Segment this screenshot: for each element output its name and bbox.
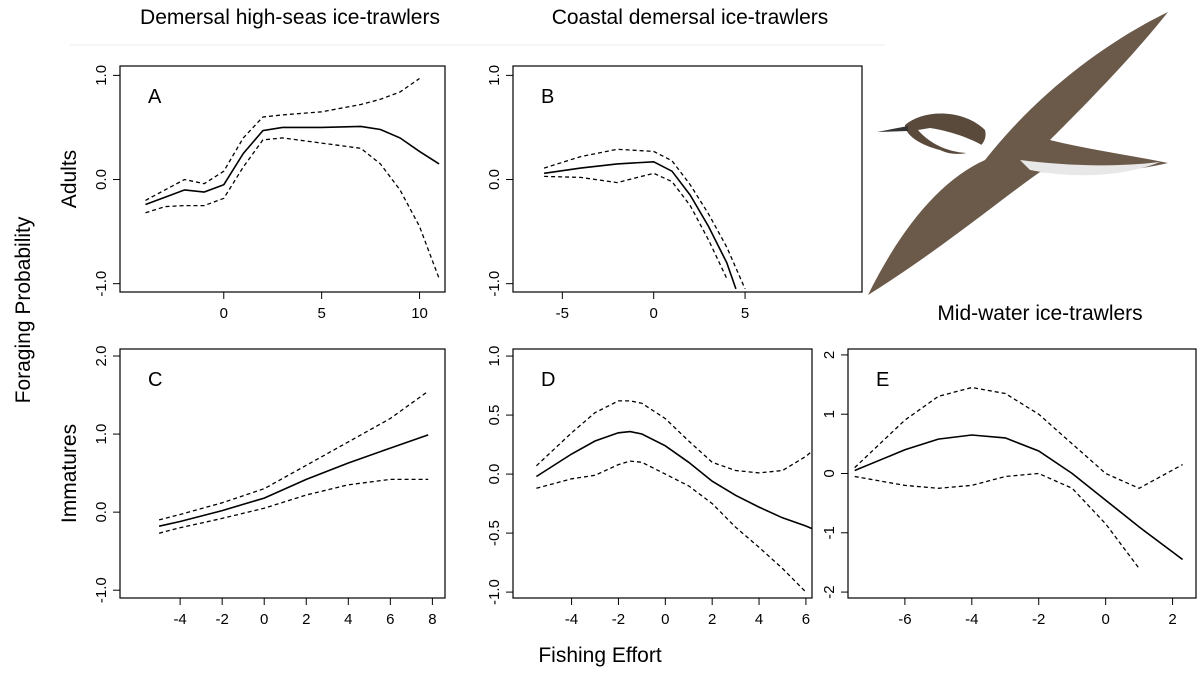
plot-lines (855, 388, 1183, 569)
panel: D -4 -2 0 2 4 6 -1.0 -0.5 0.0 0.5 1.0 (486, 346, 822, 628)
x-tick-label: -2 (215, 611, 228, 628)
x-tick-label: -4 (965, 611, 978, 628)
x-tick-label: 4 (344, 611, 352, 628)
fit-line (146, 126, 440, 204)
x-tick-label: 2 (708, 611, 716, 628)
panel-title: Mid-water ice-trawlers (937, 302, 1142, 325)
y-axis-label: Foraging Probability (12, 216, 35, 403)
fit-line (536, 432, 822, 533)
confidence-line (544, 173, 727, 278)
plot-frame (513, 349, 812, 598)
confidence-line (855, 474, 1139, 569)
confidence-line (544, 149, 745, 289)
x-tick-label: -6 (898, 611, 911, 628)
y-tick-label: -1.0 (93, 271, 110, 297)
x-tick-label: -4 (173, 611, 186, 628)
x-tick-label: -4 (565, 611, 578, 628)
plot-lines (146, 79, 440, 279)
y-tick-label: -2 (821, 585, 838, 598)
panel-label: B (541, 86, 554, 108)
x-tick-label: 4 (755, 611, 763, 628)
panel-label: A (148, 86, 162, 108)
confidence-line (536, 401, 822, 473)
y-tick-label: -1.0 (486, 271, 503, 297)
plot-frame (120, 66, 445, 292)
y-tick-label: 2 (821, 351, 838, 359)
panel-label: E (876, 369, 889, 391)
x-tick-label: 0 (260, 611, 268, 628)
panel: A Demersal high-seas ice-trawlers Adults 0 5… (58, 6, 445, 322)
fit-line (544, 162, 736, 289)
x-tick-label: 8 (428, 611, 436, 628)
y-tick-label: 1 (821, 410, 838, 418)
x-axis-label: Fishing Effort (538, 644, 661, 667)
y-tick-label: 0.0 (486, 169, 503, 190)
x-tick-label: -2 (1032, 611, 1045, 628)
x-tick-label: 6 (802, 611, 810, 628)
confidence-line (146, 138, 440, 279)
panel: E Mid-water ice-trawlers -6 -4 -2 0 2 -2 -1 0 1 2 (821, 302, 1196, 628)
x-tick-label: 6 (386, 611, 394, 628)
panel-title: Demersal high-seas ice-trawlers (140, 6, 440, 29)
y-tick-label: 0.0 (93, 502, 110, 523)
panel: B Coastal demersal ice-trawlers -5 0 5 -1.0 0.… (486, 6, 862, 322)
x-tick-label: 0 (1101, 611, 1109, 628)
x-tick-label: 5 (317, 305, 325, 322)
x-tick-label: 10 (411, 305, 428, 322)
x-tick-label: 0 (661, 611, 669, 628)
plot-lines (159, 391, 428, 533)
fit-line (855, 435, 1183, 560)
confidence-line (159, 479, 428, 533)
y-tick-label: -0.5 (486, 520, 503, 546)
x-tick-label: -2 (612, 611, 625, 628)
confidence-line (159, 391, 428, 520)
x-tick-label: 0 (220, 305, 228, 322)
x-tick-label: -5 (556, 305, 569, 322)
row-label: Immatures (58, 424, 81, 523)
y-tick-label: 0.0 (486, 464, 503, 485)
y-tick-label: 0.5 (486, 405, 503, 426)
y-tick-label: -1 (821, 526, 838, 539)
y-tick-label: -1.0 (93, 577, 110, 603)
confidence-line (146, 79, 420, 201)
y-tick-label: 1.0 (486, 346, 503, 367)
x-tick-label: 0 (650, 305, 658, 322)
y-tick-label: 1.0 (93, 424, 110, 445)
confidence-line (536, 461, 806, 592)
plot-lines (544, 149, 745, 289)
x-tick-label: 5 (741, 305, 749, 322)
figure: Fishing Effort Foraging Probability A Dem… (0, 0, 1203, 671)
plot-frame (120, 349, 445, 598)
y-tick-label: 1.0 (93, 65, 110, 86)
y-tick-label: -1.0 (486, 579, 503, 605)
panel-label: D (541, 369, 555, 391)
plot-frame (848, 349, 1196, 598)
confidence-line (855, 388, 1183, 489)
panel: C Immatures -4 -2 0 2 4 6 8 -1.0 0.0 1.0 2.0 (58, 346, 445, 628)
panel-title: Coastal demersal ice-trawlers (552, 6, 829, 29)
plot-frame (513, 66, 862, 292)
bird-image (868, 12, 1168, 295)
panel-label: C (148, 369, 162, 391)
fit-line (159, 435, 428, 526)
y-tick-label: 0.0 (93, 169, 110, 190)
x-tick-label: 2 (1168, 611, 1176, 628)
y-tick-label: 1.0 (486, 65, 503, 86)
row-label: Adults (58, 150, 81, 208)
x-tick-label: 2 (302, 611, 310, 628)
plot-lines (536, 401, 822, 592)
y-tick-label: 0 (821, 469, 838, 477)
y-tick-label: 2.0 (93, 346, 110, 367)
